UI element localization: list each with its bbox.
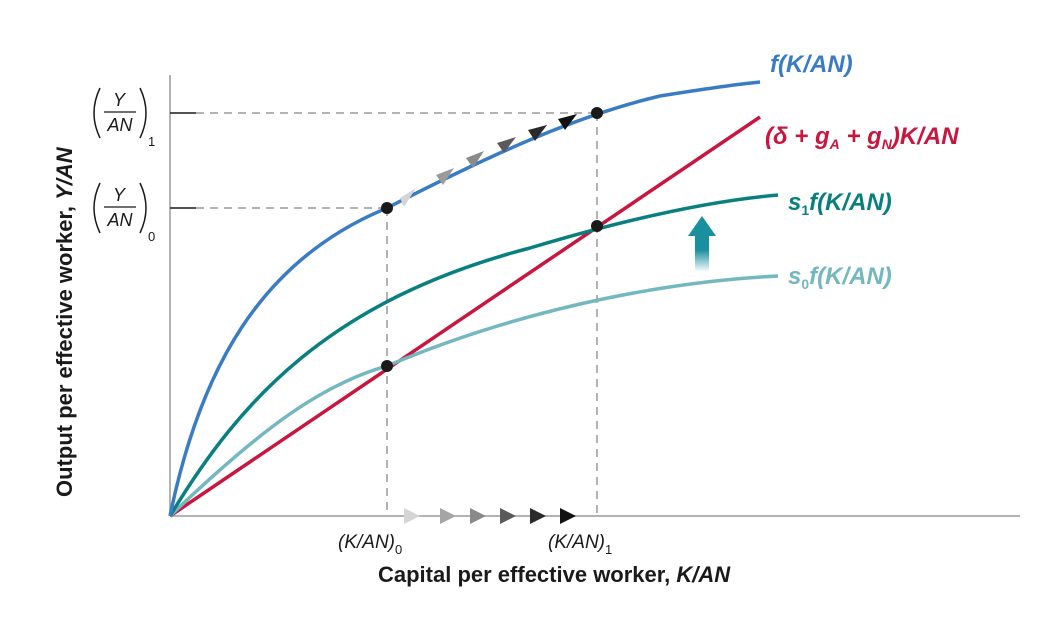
svg-text:Y: Y [113, 185, 127, 205]
curve-arrow-5 [528, 125, 547, 141]
axis-arrow-2 [440, 508, 456, 524]
curve-arrow-6 [558, 114, 577, 130]
curve-arrow-2 [436, 168, 454, 185]
point-steady-state-1 [591, 220, 603, 232]
svg-text:AN: AN [106, 210, 133, 230]
breakeven-line [169, 115, 761, 518]
production-curve [168, 80, 761, 517]
breakeven-line-label: (δ + gA + gN)K/AN [765, 123, 959, 152]
saving0-curve [168, 274, 779, 518]
point-output-1 [591, 107, 603, 119]
svg-text:1: 1 [148, 134, 155, 149]
axis-path-arrows [404, 508, 576, 524]
point-output-0 [381, 202, 393, 214]
curve-arrow-1 [400, 188, 416, 207]
axis-arrow-5 [530, 508, 546, 524]
y-tick-label-1: Y AN 1 [93, 87, 155, 149]
x-axis-title: Capital per effective worker, K/AN [378, 562, 731, 587]
y-axis-title: Output per effective worker, Y/AN [52, 146, 77, 497]
curve-arrow-4 [497, 137, 516, 153]
saving-increase-arrow-icon [688, 216, 716, 272]
point-steady-state-0 [381, 360, 393, 372]
axis-arrow-6 [560, 508, 576, 524]
y-tick-label-0: Y AN 0 [93, 182, 155, 244]
axis-arrow-1 [404, 508, 420, 524]
svg-text:AN: AN [106, 115, 133, 135]
curve-arrow-3 [466, 151, 484, 168]
equilibrium-points [381, 107, 603, 372]
saving0-curve-label: s0f(K/AN) [788, 263, 892, 292]
x-tick-label-1: (K/AN)1 [548, 532, 612, 557]
x-tick-label-0: (K/AN)0 [338, 532, 402, 557]
axis-arrow-4 [500, 508, 516, 524]
production-curve-label: f(K/AN) [770, 51, 853, 78]
saving1-curve-label: s1f(K/AN) [788, 189, 892, 218]
axis-arrow-3 [470, 508, 486, 524]
saving1-curve [168, 193, 779, 517]
production-path-arrows [400, 114, 577, 207]
svg-text:Y: Y [113, 90, 127, 110]
svg-text:0: 0 [148, 229, 155, 244]
